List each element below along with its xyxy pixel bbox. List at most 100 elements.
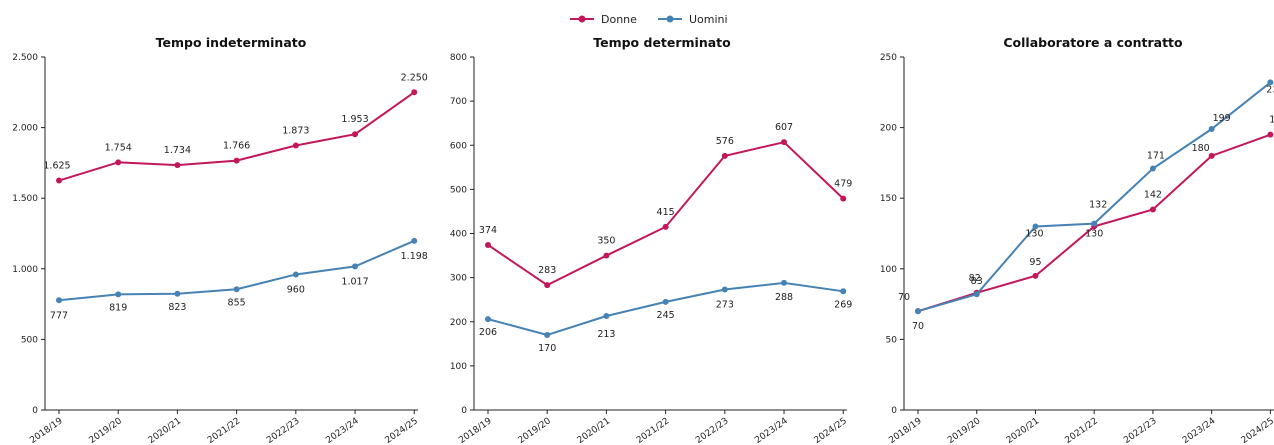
x-tick-label: 2021/22 xyxy=(1064,416,1100,445)
data-label: 415 xyxy=(657,207,675,218)
data-label: 374 xyxy=(479,225,497,236)
data-label: 823 xyxy=(168,302,186,313)
x-tick-label: 2018/19 xyxy=(887,416,924,445)
data-point xyxy=(174,162,181,169)
series-uomini: 777 819 823 855 960 1.017 1.198 xyxy=(50,237,428,321)
chart-2: Tempo determinato 0 100 200 300 400 500 600 700 8… xyxy=(450,35,852,445)
y-tick-label: 0 xyxy=(891,406,897,416)
series-uomini: 206 170 213 245 273 288 269 xyxy=(479,279,852,354)
data-label: 819 xyxy=(109,302,127,313)
chart-3: Collaboratore a contratto 0 50 100 150 200 250… xyxy=(880,35,1274,445)
legend-marker-uomini xyxy=(666,15,674,23)
y-tick-label: 2.500 xyxy=(12,53,38,63)
y-tick-label: 500 xyxy=(21,335,38,345)
data-label: 777 xyxy=(50,310,68,321)
data-label: 1.734 xyxy=(164,145,191,156)
chart-title: Tempo indeterminato xyxy=(156,35,307,50)
data-point xyxy=(174,290,181,297)
data-point xyxy=(915,308,921,315)
data-label: 130 xyxy=(1025,228,1043,239)
data-point xyxy=(603,313,610,320)
data-label: 82 xyxy=(969,273,981,284)
y-tick-label: 250 xyxy=(880,53,897,63)
data-point xyxy=(292,142,299,149)
data-point xyxy=(292,271,299,278)
data-label: 199 xyxy=(1213,113,1231,124)
data-point xyxy=(840,195,847,202)
y-tick-label: 0 xyxy=(32,406,38,416)
legend-marker-donne xyxy=(578,15,586,23)
data-label: 180 xyxy=(1192,143,1210,154)
data-label: 1.754 xyxy=(105,142,132,153)
y-tick-label: 0 xyxy=(461,406,467,416)
data-label: 1.766 xyxy=(223,141,250,152)
x-tick-label: 2024/25 xyxy=(1240,416,1274,445)
data-point xyxy=(1091,220,1098,227)
data-label: 350 xyxy=(597,236,615,247)
data-label: 170 xyxy=(538,343,556,354)
y-tick-label: 800 xyxy=(450,53,467,63)
data-point xyxy=(721,286,728,293)
data-point xyxy=(1208,152,1215,159)
y-tick-label: 2.000 xyxy=(12,124,38,134)
data-point xyxy=(721,152,728,159)
data-label: 132 xyxy=(1089,200,1107,211)
x-tick-label: 2024/25 xyxy=(384,416,420,445)
data-label: 83 xyxy=(971,276,983,287)
y-tick-label: 200 xyxy=(880,124,897,134)
data-point xyxy=(1032,272,1039,279)
data-point xyxy=(411,237,418,244)
data-point xyxy=(233,286,240,293)
data-point xyxy=(485,316,491,323)
data-label: 1.198 xyxy=(401,251,428,262)
chart-title: Tempo determinato xyxy=(593,35,731,50)
series-uomini: 70 82 130 132 171 199 232 xyxy=(898,79,1274,315)
data-label: 232 xyxy=(1266,84,1274,95)
data-label: 960 xyxy=(287,284,305,295)
data-point xyxy=(352,131,359,138)
y-tick-label: 1.500 xyxy=(12,194,38,204)
y-tick-label: 700 xyxy=(450,97,467,107)
x-tick-label: 2024/25 xyxy=(813,416,849,445)
y-tick-label: 1.000 xyxy=(12,265,38,275)
data-point xyxy=(485,241,491,248)
data-point xyxy=(1149,206,1156,213)
chart-1: Tempo indeterminato 0 500 1.000 1.500 2.000 2.… xyxy=(12,35,428,445)
data-label: 70 xyxy=(912,321,924,332)
y-tick-label: 400 xyxy=(450,230,467,240)
data-point xyxy=(662,223,669,230)
y-tick-label: 50 xyxy=(886,335,898,345)
x-tick-label: 2020/21 xyxy=(1005,416,1041,445)
legend-label-uomini: Uomini xyxy=(689,13,728,26)
data-point xyxy=(662,298,669,305)
x-tick-label: 2020/21 xyxy=(576,416,612,445)
data-label: 273 xyxy=(716,300,734,311)
x-tick-label: 2023/24 xyxy=(1181,416,1218,445)
data-label: 206 xyxy=(479,327,497,338)
data-label: 269 xyxy=(834,299,852,310)
data-point xyxy=(115,159,122,166)
data-label: 95 xyxy=(1029,257,1041,268)
data-point xyxy=(973,291,980,298)
data-point xyxy=(603,252,610,259)
data-point xyxy=(411,89,418,96)
series-donne: 374 283 350 415 576 607 479 xyxy=(479,122,852,289)
x-tick-label: 2022/23 xyxy=(265,416,301,445)
legend-label-donne: Donne xyxy=(601,13,637,26)
x-tick-label: 2019/20 xyxy=(88,416,125,445)
data-label: 607 xyxy=(775,122,793,133)
data-point xyxy=(233,157,240,164)
data-label: 142 xyxy=(1144,189,1162,200)
data-label: 1.953 xyxy=(341,114,368,125)
data-label: 288 xyxy=(775,292,793,303)
data-label: 479 xyxy=(834,179,852,190)
data-point xyxy=(1267,79,1274,86)
x-tick-label: 2023/24 xyxy=(753,416,790,445)
data-label: 171 xyxy=(1147,151,1165,162)
data-point xyxy=(544,282,551,289)
data-point xyxy=(781,139,788,146)
x-tick-label: 2018/19 xyxy=(457,416,494,445)
x-tick-label: 2021/22 xyxy=(206,416,242,445)
y-tick-label: 100 xyxy=(880,265,897,275)
